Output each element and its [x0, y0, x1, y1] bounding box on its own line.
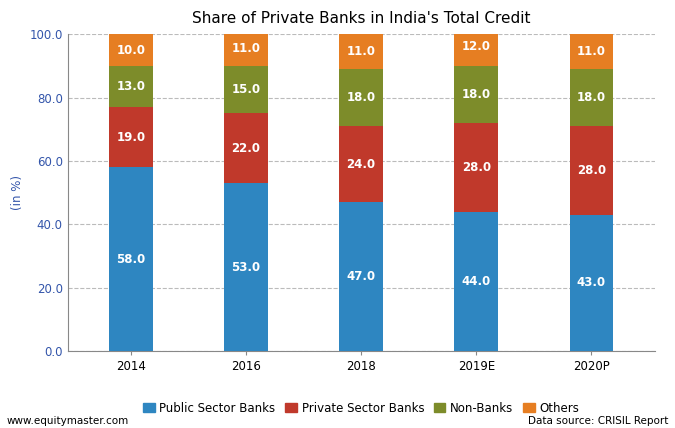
Bar — [109, 66, 153, 107]
Text: 15.0: 15.0 — [232, 83, 261, 96]
Text: 11.0: 11.0 — [577, 45, 606, 58]
Text: 12.0: 12.0 — [462, 40, 491, 54]
Text: 19.0: 19.0 — [116, 131, 145, 144]
Text: 28.0: 28.0 — [462, 161, 491, 174]
Text: 44.0: 44.0 — [462, 275, 491, 288]
Bar — [224, 183, 268, 351]
Legend: Public Sector Banks, Private Sector Banks, Non-Banks, Others: Public Sector Banks, Private Sector Bank… — [140, 398, 583, 418]
Bar — [454, 66, 498, 123]
Bar — [340, 202, 383, 351]
Text: Data source: CRISIL Report: Data source: CRISIL Report — [528, 416, 668, 426]
Bar — [454, 28, 498, 66]
Bar — [340, 34, 383, 69]
Text: 47.0: 47.0 — [346, 270, 376, 283]
Bar — [224, 31, 268, 66]
Text: 10.0: 10.0 — [116, 44, 145, 56]
Bar — [454, 123, 498, 211]
Text: 18.0: 18.0 — [462, 88, 491, 101]
Bar — [224, 66, 268, 113]
Text: 22.0: 22.0 — [232, 142, 261, 155]
Bar — [454, 211, 498, 351]
Bar — [109, 107, 153, 167]
Bar — [570, 34, 614, 69]
Text: www.equitymaster.com: www.equitymaster.com — [7, 416, 129, 426]
Text: 28.0: 28.0 — [577, 164, 606, 177]
Text: 58.0: 58.0 — [116, 253, 145, 266]
Text: 43.0: 43.0 — [577, 276, 606, 289]
Title: Share of Private Banks in India's Total Credit: Share of Private Banks in India's Total … — [192, 11, 531, 26]
Bar — [340, 126, 383, 202]
Bar — [109, 167, 153, 351]
Text: 18.0: 18.0 — [346, 91, 376, 104]
Text: 53.0: 53.0 — [232, 261, 261, 273]
Text: 18.0: 18.0 — [577, 91, 606, 104]
Text: 11.0: 11.0 — [347, 45, 375, 58]
Y-axis label: (in %): (in %) — [11, 175, 24, 210]
Bar — [109, 34, 153, 66]
Bar — [224, 113, 268, 183]
Bar — [570, 126, 614, 215]
Text: 24.0: 24.0 — [346, 158, 376, 171]
Bar — [340, 69, 383, 126]
Bar — [570, 69, 614, 126]
Bar — [570, 215, 614, 351]
Text: 11.0: 11.0 — [232, 42, 261, 55]
Text: 13.0: 13.0 — [116, 80, 145, 93]
